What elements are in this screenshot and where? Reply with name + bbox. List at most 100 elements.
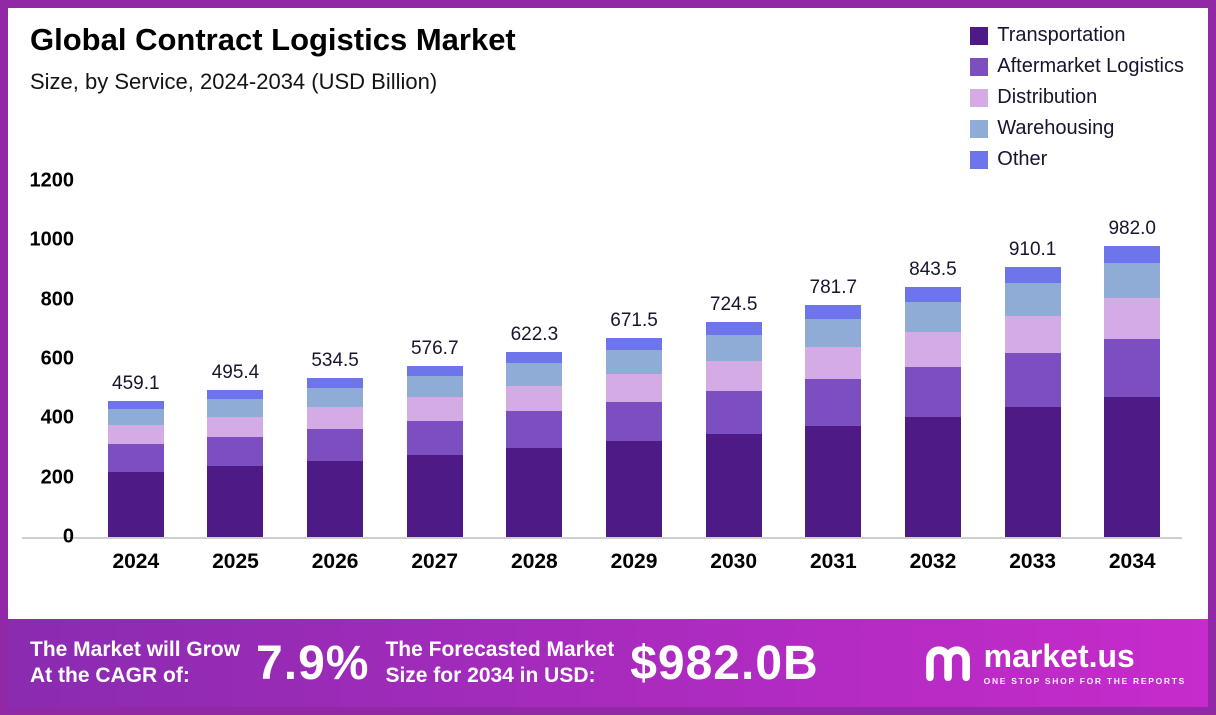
bar-group-2026: 534.5 <box>285 181 385 537</box>
legend-item-distribution: Distribution <box>970 86 1184 109</box>
bar-stack-2028 <box>506 352 563 537</box>
plot-row: 0 200 400 600 800 1000 1200 459.1 495.4 534.5 576… <box>22 170 1182 548</box>
marketus-logo: market.us ONE STOP SHOP FOR THE REPORTS <box>924 640 1186 686</box>
bar-segment-aftermarket-logistics <box>506 411 563 449</box>
y-tick-1200: 1200 <box>29 169 75 192</box>
bar-segment-warehousing <box>406 376 463 397</box>
bar-segment-other <box>705 322 762 335</box>
bar-stack-2030 <box>705 322 762 537</box>
bar-segment-aftermarket-logistics <box>207 437 264 467</box>
forecast-value: $982.0B <box>630 636 819 690</box>
bar-total-label: 576.7 <box>410 337 459 359</box>
bar-segment-aftermarket-logistics <box>107 444 164 472</box>
legend-label: Warehousing <box>997 117 1115 139</box>
bar-stack-2027 <box>406 365 463 537</box>
bar-group-2032: 843.5 <box>883 181 983 537</box>
bar-segment-transportation <box>904 416 961 537</box>
cagr-label-line1: The Market will Grow <box>30 638 241 662</box>
y-tick-0: 0 <box>62 525 74 548</box>
bar-segment-distribution <box>705 360 762 391</box>
bar-segment-other <box>904 286 961 302</box>
bar-segment-transportation <box>207 466 264 537</box>
x-tick-2025: 2025 <box>212 550 259 573</box>
bar-stack-2026 <box>307 378 364 537</box>
plot-area: 459.1 495.4 534.5 576.7 622.3 671.5 724.5 781.7… <box>86 181 1182 537</box>
bar-stack-2024 <box>107 400 164 537</box>
x-axis: 2024 2025 2026 2027 2028 2029 2030 2031 2032 2033… <box>22 539 1182 574</box>
y-tick-600: 600 <box>40 347 74 370</box>
bar-segment-distribution <box>506 385 563 412</box>
bar-segment-other <box>606 337 663 350</box>
bar-total-label: 534.5 <box>311 350 359 372</box>
legend-item-aftermarket-logistics: Aftermarket Logistics <box>970 55 1184 78</box>
footer-banner: The Market will Grow At the CAGR of: 7.9… <box>8 619 1208 707</box>
bar-total-label: 495.4 <box>211 362 260 384</box>
bar-segment-aftermarket-logistics <box>805 379 862 426</box>
bar-segment-transportation <box>705 433 762 537</box>
y-axis: 0 200 400 600 800 1000 1200 <box>22 170 86 548</box>
plot-bars: 459.1 495.4 534.5 576.7 622.3 671.5 724.5 781.7… <box>86 181 1182 537</box>
forecast-label-line2: Size for 2034 in USD: <box>385 664 596 687</box>
bar-segment-aftermarket-logistics <box>406 420 463 455</box>
page-title: Global Contract Logistics Market <box>30 22 516 57</box>
bar-group-2027: 576.7 <box>385 181 485 537</box>
x-tick-2030: 2030 <box>710 550 758 573</box>
bar-segment-distribution <box>904 331 961 367</box>
x-tick-2034: 2034 <box>1108 550 1156 573</box>
legend-swatch-transportation <box>970 26 989 45</box>
bar-group-2031: 781.7 <box>783 181 883 537</box>
cagr-label: The Market will Grow At the CAGR of: <box>30 637 240 688</box>
x-axis-labels: 2024 2025 2026 2027 2028 2029 2030 2031 2032 2033… <box>86 539 1182 574</box>
bar-segment-distribution <box>107 425 164 445</box>
forecast-label: The Forecasted Market Size for 2034 in U… <box>385 637 614 688</box>
brand-name: market.us <box>983 638 1135 674</box>
chart-legend: Transportation Aftermarket Logistics Distr… <box>970 22 1184 171</box>
bar-group-2034: 982.0 <box>1082 181 1182 537</box>
bar-group-2028: 622.3 <box>485 181 585 537</box>
bar-segment-transportation <box>1004 407 1061 537</box>
bar-segment-aftermarket-logistics <box>606 401 663 442</box>
bar-segment-aftermarket-logistics <box>1104 338 1161 398</box>
brand-text: market.us ONE STOP SHOP FOR THE REPORTS <box>984 640 1186 686</box>
bar-segment-distribution <box>307 407 364 430</box>
legend-label: Distribution <box>997 86 1098 108</box>
chart-subtitle: Size, by Service, 2024-2034 (USD Billion… <box>30 69 438 94</box>
bar-segment-transportation <box>107 471 164 537</box>
chart-header: Global Contract Logistics Market Size, b… <box>8 8 1208 171</box>
bar-segment-other <box>207 390 264 399</box>
x-tick-2024: 2024 <box>112 550 160 573</box>
bar-segment-warehousing <box>506 363 563 386</box>
legend-swatch-warehousing <box>970 119 989 138</box>
bar-segment-warehousing <box>805 319 862 347</box>
y-tick-1000: 1000 <box>29 228 75 251</box>
cagr-value: 7.9% <box>256 636 370 690</box>
bar-stack-2031 <box>805 305 862 537</box>
bar-segment-transportation <box>606 441 663 537</box>
legend-label: Aftermarket Logistics <box>997 55 1184 77</box>
x-tick-2027: 2027 <box>411 550 459 573</box>
bar-segment-aftermarket-logistics <box>705 390 762 434</box>
y-tick-200: 200 <box>40 466 74 489</box>
y-tick-800: 800 <box>40 288 74 311</box>
bar-stack-2033 <box>1004 267 1061 537</box>
bar-total-label: 781.7 <box>809 277 858 299</box>
brand-tagline: ONE STOP SHOP FOR THE REPORTS <box>983 676 1186 686</box>
legend-label: Transportation <box>997 24 1126 46</box>
legend-label: Other <box>997 148 1048 170</box>
bar-segment-transportation <box>1104 397 1161 537</box>
legend-swatch-other <box>970 150 989 169</box>
legend-swatch-aftermarket-logistics <box>970 57 989 76</box>
bar-segment-distribution <box>406 396 463 421</box>
bar-segment-aftermarket-logistics <box>904 366 961 417</box>
bar-group-2029: 671.5 <box>584 181 684 537</box>
bar-segment-other <box>107 400 164 409</box>
bar-segment-distribution <box>1104 298 1161 339</box>
bar-segment-other <box>506 352 563 364</box>
bar-group-2030: 724.5 <box>684 181 784 537</box>
bar-total-label: 910.1 <box>1008 239 1057 261</box>
bar-total-label: 459.1 <box>112 372 160 394</box>
x-tick-2029: 2029 <box>610 550 658 573</box>
bar-group-2024: 459.1 <box>86 181 186 537</box>
forecast-label-line1: The Forecasted Market <box>385 638 615 662</box>
